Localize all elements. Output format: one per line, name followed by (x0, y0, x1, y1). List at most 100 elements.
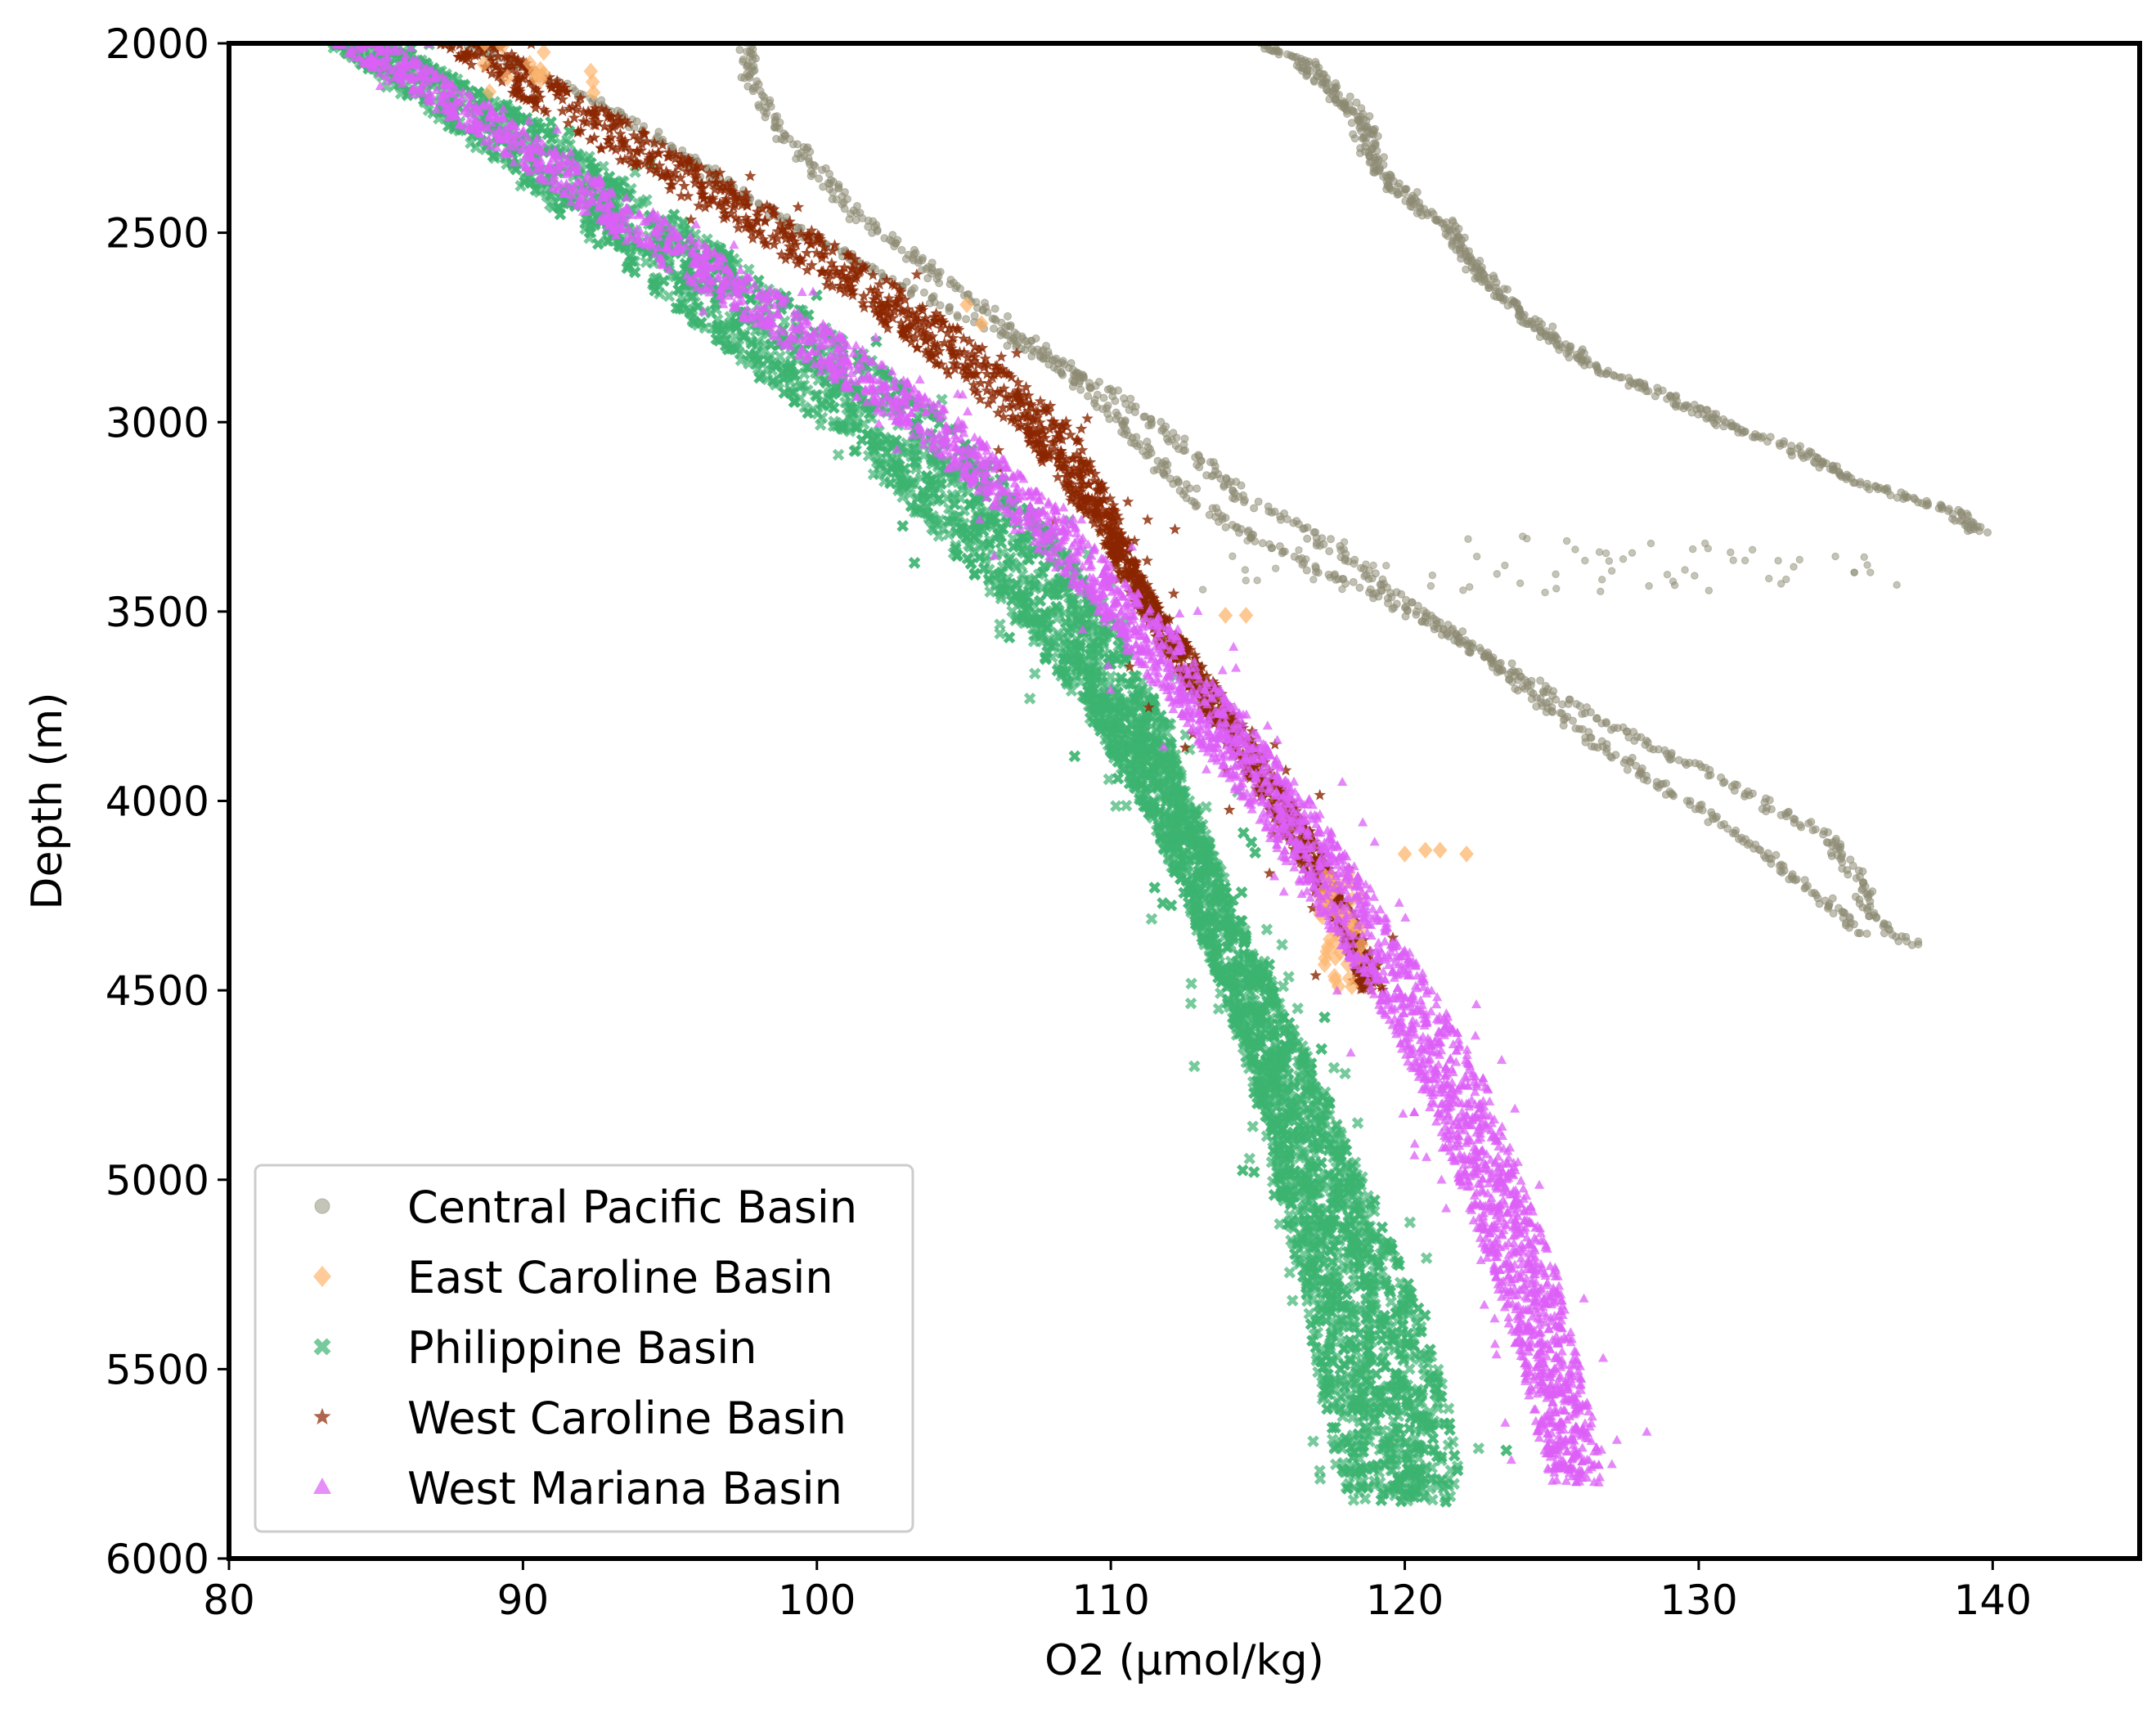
data-point (1538, 687, 1547, 696)
data-point (1880, 929, 1889, 938)
data-point (1797, 823, 1806, 832)
data-point (1040, 353, 1049, 362)
data-point (1455, 639, 1464, 648)
data-point (1349, 577, 1358, 586)
data-point (745, 74, 754, 83)
data-point (1586, 708, 1595, 717)
data-point (1548, 322, 1557, 331)
data-point (1507, 677, 1516, 686)
data-point (1767, 859, 1776, 868)
data-point (1268, 544, 1277, 553)
data-point (1276, 515, 1285, 524)
data-point (1606, 751, 1615, 760)
data-point (1464, 535, 1472, 543)
data-point (1800, 884, 1809, 893)
data-point (828, 195, 837, 204)
data-point (901, 254, 910, 263)
data-point (1649, 745, 1658, 754)
data-point (1914, 940, 1923, 949)
data-point (1493, 570, 1501, 578)
data-point (1309, 576, 1318, 584)
data-point (1502, 285, 1511, 294)
data-point (1466, 648, 1475, 657)
data-point (1298, 560, 1307, 569)
data-point (1606, 725, 1615, 734)
data-point (1253, 576, 1261, 585)
data-point (1811, 825, 1820, 834)
data-point (1130, 407, 1139, 416)
data-point (1064, 363, 1073, 372)
data-point (906, 290, 915, 299)
data-point (1364, 574, 1373, 583)
data-point (1779, 439, 1788, 448)
data-point (1558, 700, 1567, 709)
data-point (1274, 50, 1283, 59)
data-point (1027, 352, 1036, 361)
data-point (1863, 561, 1871, 569)
data-point (923, 274, 932, 283)
data-point (1400, 603, 1409, 612)
data-point (1580, 361, 1589, 370)
data-point (1923, 500, 1932, 509)
data-point (1001, 330, 1010, 339)
data-point (1762, 807, 1771, 816)
data-point (1003, 341, 1012, 350)
data-point (1044, 360, 1053, 369)
data-point (1338, 585, 1346, 594)
data-point (1111, 397, 1120, 406)
series-central-pacific-basin (463, 43, 1992, 949)
data-point (990, 324, 999, 333)
data-point (1630, 736, 1639, 745)
data-point (754, 101, 763, 110)
data-point (1004, 312, 1013, 321)
data-point (1561, 714, 1570, 723)
data-point (1862, 929, 1871, 938)
data-point (1644, 387, 1653, 396)
data-point (1748, 545, 1757, 554)
data-point (1702, 414, 1711, 423)
data-point (1191, 502, 1200, 511)
data-point (1886, 491, 1895, 500)
data-point (1322, 85, 1331, 94)
data-point (1243, 536, 1251, 545)
data-point (990, 304, 999, 313)
data-point (1373, 132, 1382, 141)
data-point (1872, 913, 1881, 922)
data-point (1669, 577, 1678, 585)
data-point (1428, 571, 1437, 580)
data-point (1681, 566, 1689, 574)
data-point (1086, 384, 1095, 392)
data-point (1745, 791, 1754, 800)
data-point (914, 258, 923, 267)
data-point (1799, 454, 1808, 463)
data-point (1777, 868, 1786, 877)
data-point (1057, 367, 1066, 376)
data-point (1597, 369, 1606, 378)
data-point (1302, 555, 1310, 563)
data-point (1401, 612, 1410, 621)
data-point (1312, 541, 1321, 550)
data-point (1578, 710, 1587, 719)
data-point (1776, 810, 1785, 819)
data-point (797, 154, 806, 163)
data-point (1966, 526, 1975, 535)
data-point (1815, 899, 1824, 908)
data-point (1423, 211, 1432, 220)
data-point (897, 245, 906, 254)
data-point (1295, 545, 1303, 554)
data-point (1575, 702, 1584, 711)
data-point (1914, 498, 1923, 507)
data-point (1143, 451, 1152, 460)
data-point (1663, 394, 1672, 403)
data-point (1362, 560, 1370, 568)
data-point (834, 184, 843, 193)
data-point (1068, 382, 1077, 391)
data-point (1809, 457, 1818, 466)
data-point (1377, 586, 1386, 595)
data-point (1718, 778, 1727, 787)
data-point (1671, 402, 1680, 411)
data-point (1623, 765, 1632, 774)
data-point (1006, 322, 1015, 331)
data-point (1598, 576, 1606, 584)
